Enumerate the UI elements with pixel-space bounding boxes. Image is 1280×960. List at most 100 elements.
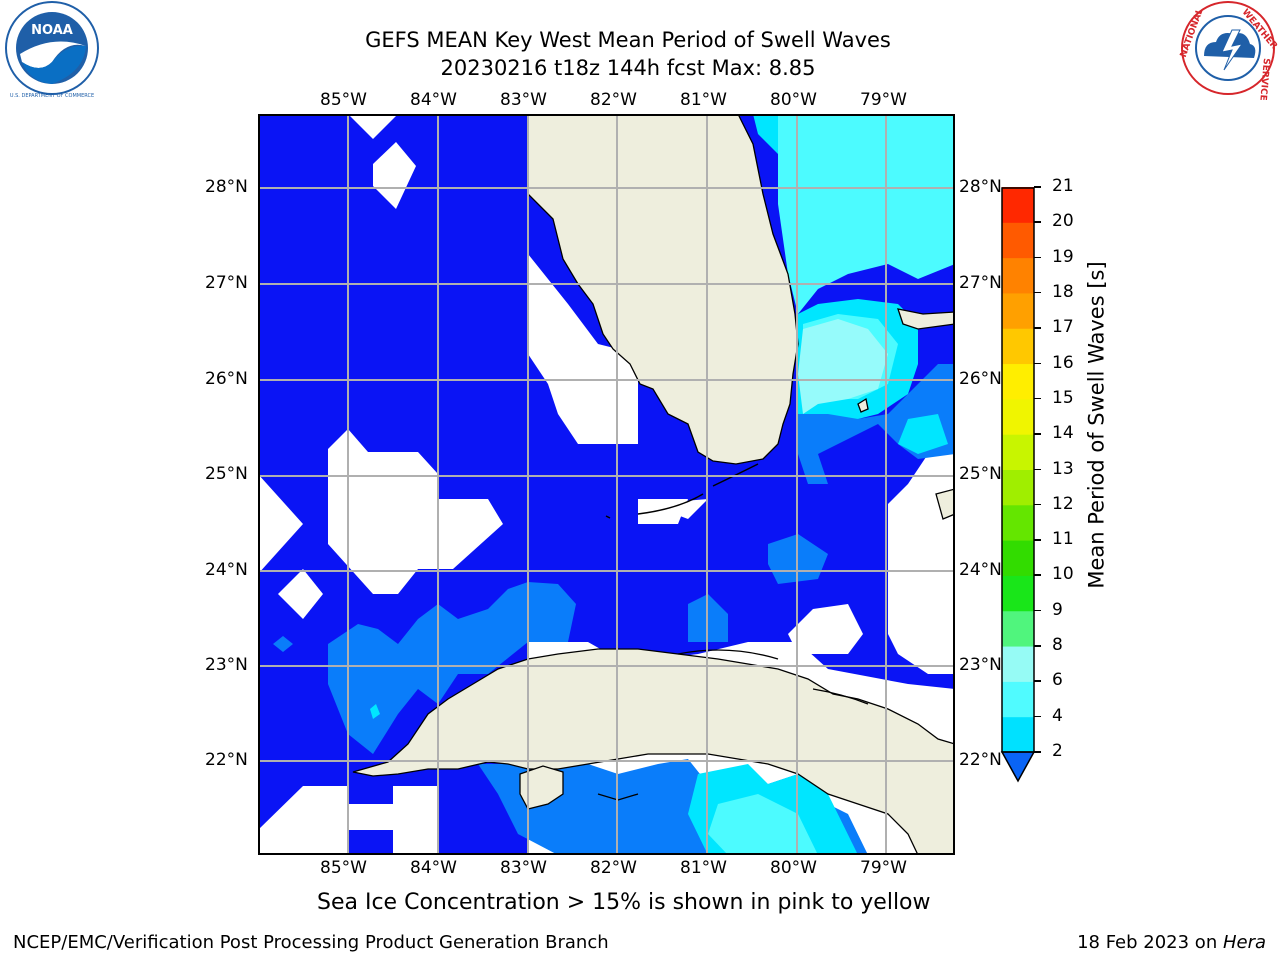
colorbar-svg <box>1000 187 1036 783</box>
lat-label-right-26n: 26°N <box>959 369 1002 389</box>
nws-logo: NATIONAL WEATHER SERVICE <box>1176 0 1280 101</box>
colorbar-segment <box>1002 469 1034 506</box>
colorbar-tick-label: 17 <box>1052 317 1074 338</box>
isle-of-youth <box>519 765 564 810</box>
colorbar-segment <box>1002 398 1034 435</box>
colorbar-tick-mark <box>1034 221 1041 223</box>
colorbar-tick-label: 18 <box>1052 281 1074 302</box>
colorbar-tick-mark <box>1034 468 1041 470</box>
colorbar-tick-mark <box>1034 291 1041 294</box>
colorbar-segment <box>1002 363 1034 400</box>
lon-label-top-85w: 85°W <box>320 90 367 110</box>
florida-keys <box>605 463 759 519</box>
colorbar-segment <box>1002 187 1034 223</box>
lon-label-top-83w: 83°W <box>500 90 547 110</box>
colorbar-tick-label: 19 <box>1052 246 1074 267</box>
map-frame <box>258 114 955 855</box>
colorbar-tick-label: 10 <box>1052 564 1074 585</box>
lon-label-bottom-82w: 82°W <box>590 858 637 878</box>
lat-label-left-22n: 22°N <box>205 750 248 770</box>
svg-text:SERVICE: SERVICE <box>1257 58 1271 100</box>
colorbar-segment <box>1002 328 1034 365</box>
colorbar-segment <box>1002 610 1034 647</box>
colorbar-tick-label: 14 <box>1052 423 1074 444</box>
lat-label-right-27n: 27°N <box>959 273 1002 293</box>
colorbar-segment <box>1002 504 1034 541</box>
colorbar-extend-min-triangle <box>1000 751 1036 783</box>
lat-label-right-24n: 24°N <box>959 560 1002 580</box>
colorbar-segment <box>1002 681 1034 718</box>
lat-label-left-25n: 25°N <box>205 464 248 484</box>
colorbar-tick-mark <box>1034 503 1041 506</box>
colorbar-tick-mark <box>1034 609 1041 612</box>
florida-land <box>527 113 799 465</box>
colorbar-tick-label: 4 <box>1052 705 1063 726</box>
colorbar-segment <box>1002 257 1034 294</box>
footer-date: 18 Feb 2023 on Hera <box>1077 932 1266 953</box>
colorbar-title: Mean Period of Swell Waves [s] <box>1085 261 1110 589</box>
colorbar-segment <box>1002 540 1034 576</box>
colorbar-tick-label: 11 <box>1052 529 1074 550</box>
colorbar-segment <box>1002 434 1034 470</box>
colorbar-tick-mark <box>1034 256 1041 259</box>
lon-label-bottom-85w: 85°W <box>320 858 367 878</box>
lat-label-right-28n: 28°N <box>959 177 1002 197</box>
colorbar-tick-label: 9 <box>1052 599 1063 620</box>
colorbar-segment <box>1002 292 1034 329</box>
colorbar-tick-mark <box>1034 397 1041 400</box>
lat-label-right-22n: 22°N <box>959 750 1002 770</box>
svg-text:U.S. DEPARTMENT OF COMMERCE: U.S. DEPARTMENT OF COMMERCE <box>10 93 94 99</box>
colorbar-tick-mark <box>1034 186 1041 188</box>
lon-label-top-84w: 84°W <box>410 90 457 110</box>
lat-label-left-24n: 24°N <box>205 560 248 580</box>
lon-label-top-82w: 82°W <box>590 90 637 110</box>
colorbar-segment <box>1002 716 1034 753</box>
colorbar-tick-mark <box>1034 327 1041 329</box>
colorbar-tick-mark <box>1034 715 1041 718</box>
lon-label-bottom-81w: 81°W <box>680 858 727 878</box>
colorbar-tick-mark <box>1034 539 1041 541</box>
chart-subtitle: 20230216 t18z 144h fcst Max: 8.85 <box>440 56 816 80</box>
colorbar-tick-label: 2 <box>1052 741 1063 761</box>
map-panel <box>258 113 956 856</box>
colorbar-tick-mark <box>1034 645 1041 647</box>
footer-producer: NCEP/EMC/Verification Post Processing Pr… <box>13 932 609 953</box>
footer-date-text: 18 Feb 2023 on <box>1077 932 1223 953</box>
lon-label-bottom-83w: 83°W <box>500 858 547 878</box>
colorbar-title-wrap: Mean Period of Swell Waves [s] <box>997 261 1197 588</box>
chart-title: GEFS MEAN Key West Mean Period of Swell … <box>365 28 891 52</box>
colorbar-tick-label: 8 <box>1052 635 1063 656</box>
lat-label-right-25n: 25°N <box>959 464 1002 484</box>
lat-label-left-27n: 27°N <box>205 273 248 293</box>
colorbar-frame <box>1001 187 1035 753</box>
sea-ice-note: Sea Ice Concentration > 15% is shown in … <box>317 890 931 915</box>
colorbar-tick-label: 13 <box>1052 458 1074 479</box>
lon-label-bottom-80w: 80°W <box>770 858 817 878</box>
lat-label-left-28n: 28°N <box>205 177 248 197</box>
lon-label-top-80w: 80°W <box>770 90 817 110</box>
colorbar-tick-mark <box>1034 680 1041 682</box>
map-gridlines <box>258 114 955 855</box>
lon-label-bottom-84w: 84°W <box>410 858 457 878</box>
colorbar-tick-mark <box>1034 433 1041 435</box>
colorbar-tick-label: 16 <box>1052 352 1074 373</box>
colorbar-segment <box>1002 646 1034 682</box>
colorbar-tick-mark <box>1034 751 1041 753</box>
ocean-9-10s-areas <box>798 319 888 414</box>
colorbar-segment <box>1002 222 1034 259</box>
lat-label-left-26n: 26°N <box>205 369 248 389</box>
colorbar-segment <box>1002 575 1034 612</box>
lat-label-left-23n: 23°N <box>205 655 248 675</box>
map-svg <box>258 113 956 856</box>
colorbar-tick-mark <box>1034 362 1041 365</box>
lon-label-bottom-79w: 79°W <box>860 858 907 878</box>
lat-label-right-23n: 23°N <box>959 655 1002 675</box>
lon-label-top-79w: 79°W <box>860 90 907 110</box>
lon-label-top-81w: 81°W <box>680 90 727 110</box>
colorbar-tick-label: 6 <box>1052 670 1063 691</box>
noaa-logo-text: NOAA <box>31 23 73 38</box>
colorbar-tick-mark <box>1034 574 1041 576</box>
colorbar-tick-label: 20 <box>1052 211 1074 232</box>
footer-machine: Hera <box>1222 932 1266 953</box>
colorbar-tick-label: 12 <box>1052 493 1074 514</box>
